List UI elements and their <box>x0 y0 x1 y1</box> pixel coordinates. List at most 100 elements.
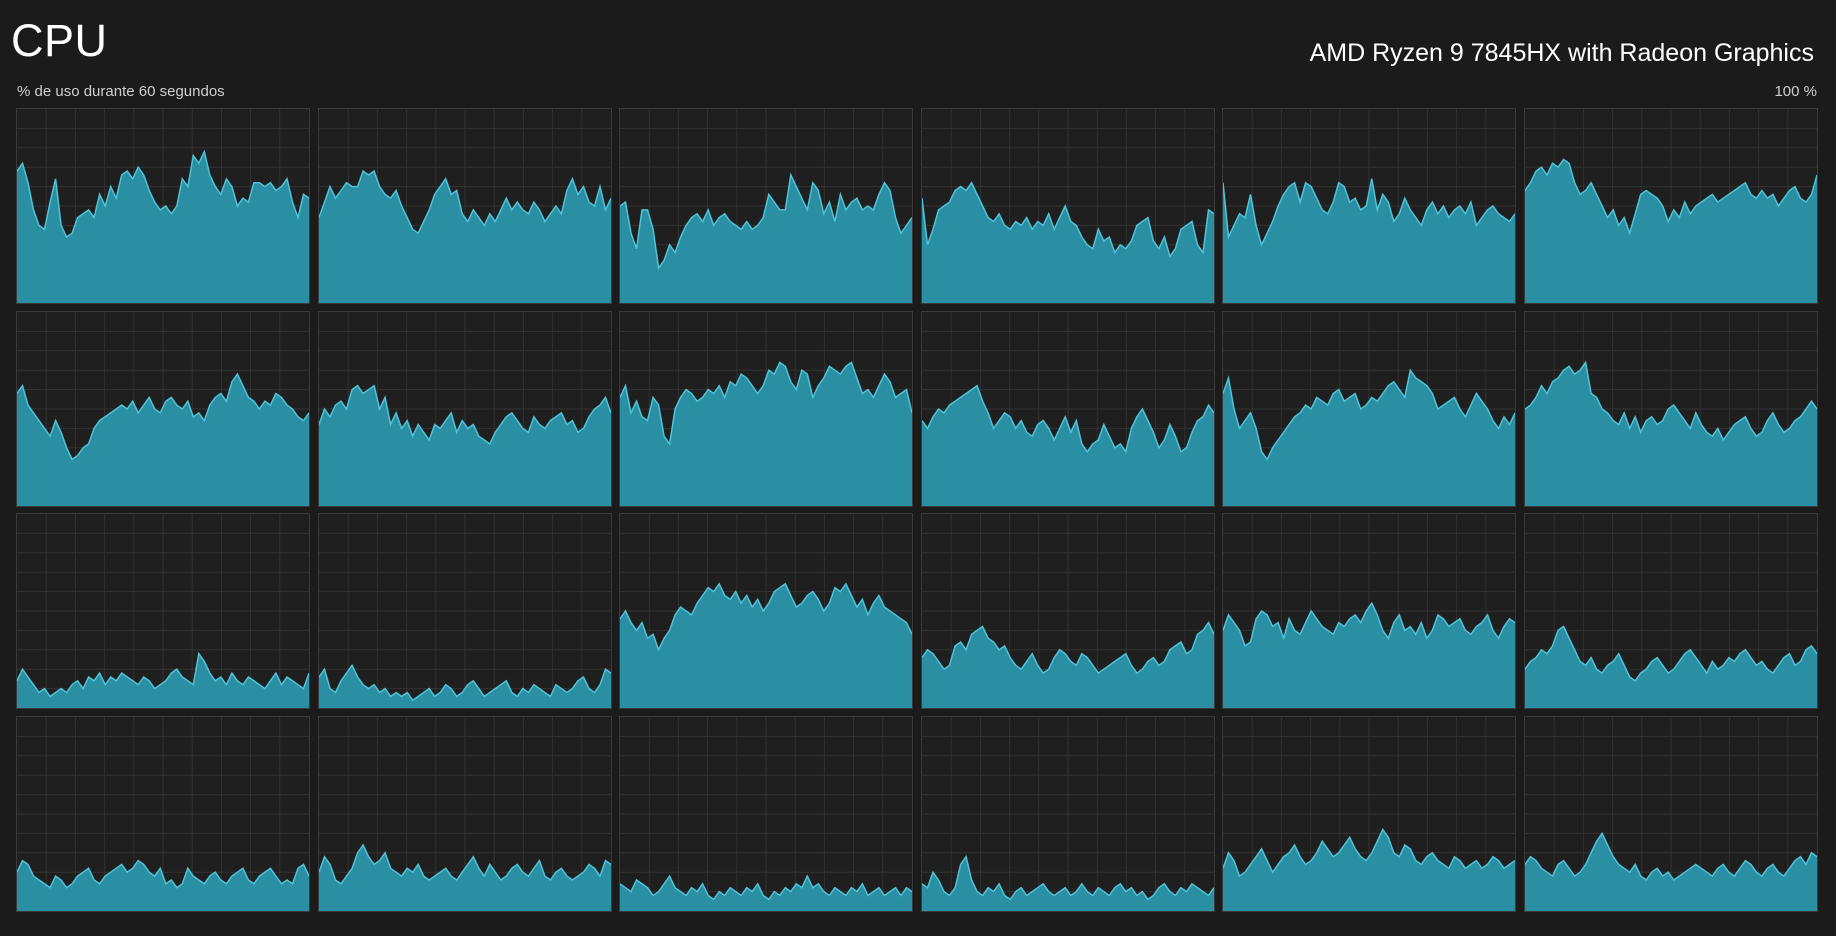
usage-line <box>1223 601 1516 648</box>
logical-processor-graph <box>1222 310 1517 507</box>
usage-area <box>921 856 1214 911</box>
usage-area-chart <box>1525 514 1817 709</box>
usage-line <box>318 384 611 445</box>
usage-area-chart <box>1223 109 1516 303</box>
usage-area <box>1525 159 1817 303</box>
usage-line <box>17 372 309 461</box>
usage-line <box>17 149 309 239</box>
usage-caption: % de uso durante 60 segundos <box>17 83 225 100</box>
usage-line <box>921 384 1214 454</box>
usage-line <box>620 582 913 652</box>
usage-area-chart <box>1525 311 1817 506</box>
logical-processor-graph <box>1222 513 1517 710</box>
usage-area <box>17 373 309 506</box>
usage-area-chart <box>1223 514 1516 709</box>
usage-line <box>17 651 309 698</box>
logical-processor-graph <box>16 513 310 710</box>
logical-processor-graph <box>920 108 1215 304</box>
usage-area-chart <box>17 514 309 709</box>
logical-processor-graph <box>16 310 310 507</box>
usage-line <box>620 360 913 446</box>
usage-area <box>1223 603 1516 709</box>
logical-processor-graph <box>920 513 1215 710</box>
usage-area-chart <box>620 311 913 506</box>
logical-processor-graph <box>1524 310 1818 507</box>
usage-area <box>620 175 913 303</box>
logical-processor-graph <box>1524 715 1818 912</box>
usage-area <box>1525 833 1817 911</box>
logical-processor-grid <box>16 108 1818 912</box>
processor-name: AMD Ryzen 9 7845HX with Radeon Graphics <box>1309 39 1814 67</box>
usage-area <box>1525 361 1817 506</box>
logical-processor-graph <box>920 310 1215 507</box>
usage-line <box>1525 625 1817 683</box>
max-percent-label: 100 % <box>1774 83 1817 100</box>
usage-line <box>1223 367 1516 461</box>
usage-area-chart <box>17 109 309 303</box>
usage-line <box>620 874 913 901</box>
page-title: CPU <box>11 15 108 66</box>
logical-processor-graph <box>16 715 310 912</box>
usage-area-chart <box>921 109 1214 303</box>
usage-line <box>318 843 611 885</box>
logical-processor-graph <box>619 513 914 710</box>
logical-processor-graph <box>920 715 1215 912</box>
usage-area <box>318 665 611 709</box>
usage-area-chart <box>17 716 309 911</box>
logical-processor-graph <box>1222 715 1517 912</box>
usage-line <box>318 664 611 702</box>
usage-line <box>1525 360 1817 442</box>
usage-area-chart <box>921 716 1214 911</box>
usage-line <box>1223 827 1516 878</box>
usage-line <box>921 854 1214 901</box>
usage-area <box>1525 626 1817 709</box>
usage-area-chart <box>318 109 611 303</box>
usage-area-chart <box>620 514 913 709</box>
usage-area <box>921 385 1214 506</box>
logical-processor-graph <box>317 715 612 912</box>
logical-processor-graph <box>619 108 914 304</box>
usage-area-chart <box>1223 716 1516 911</box>
usage-line <box>318 169 611 235</box>
usage-area-chart <box>318 716 611 911</box>
usage-area-chart <box>17 311 309 506</box>
usage-area <box>318 385 611 506</box>
usage-line <box>17 859 309 889</box>
usage-area <box>921 622 1214 709</box>
logical-processor-graph <box>317 108 612 304</box>
usage-line <box>1525 831 1817 881</box>
logical-processor-graph <box>1524 513 1818 710</box>
usage-line <box>921 621 1214 675</box>
usage-area-chart <box>318 514 611 709</box>
usage-area <box>1223 369 1516 506</box>
usage-area <box>17 151 309 303</box>
usage-area <box>318 844 611 911</box>
usage-area <box>17 653 309 709</box>
usage-area <box>1223 829 1516 911</box>
usage-area <box>1223 178 1516 303</box>
usage-area-chart <box>921 311 1214 506</box>
usage-line <box>921 181 1214 259</box>
usage-area <box>620 361 913 506</box>
usage-area-chart <box>1525 109 1817 303</box>
logical-processor-graph <box>317 310 612 507</box>
usage-area-chart <box>620 109 913 303</box>
logical-processor-graph <box>1524 108 1818 304</box>
logical-processor-graph <box>16 108 310 304</box>
logical-processor-graph <box>317 513 612 710</box>
usage-area-chart <box>921 514 1214 709</box>
logical-processor-graph <box>1222 108 1517 304</box>
usage-area <box>318 171 611 303</box>
usage-area-chart <box>1223 311 1516 506</box>
usage-area <box>620 583 913 709</box>
logical-processor-graph <box>619 715 914 912</box>
usage-area-chart <box>318 311 611 506</box>
usage-area <box>921 182 1214 303</box>
usage-area-chart <box>1525 716 1817 911</box>
usage-area-chart <box>620 716 913 911</box>
usage-line <box>1223 178 1516 247</box>
logical-processor-graph <box>619 310 914 507</box>
usage-line <box>620 172 913 271</box>
usage-line <box>1525 158 1817 236</box>
